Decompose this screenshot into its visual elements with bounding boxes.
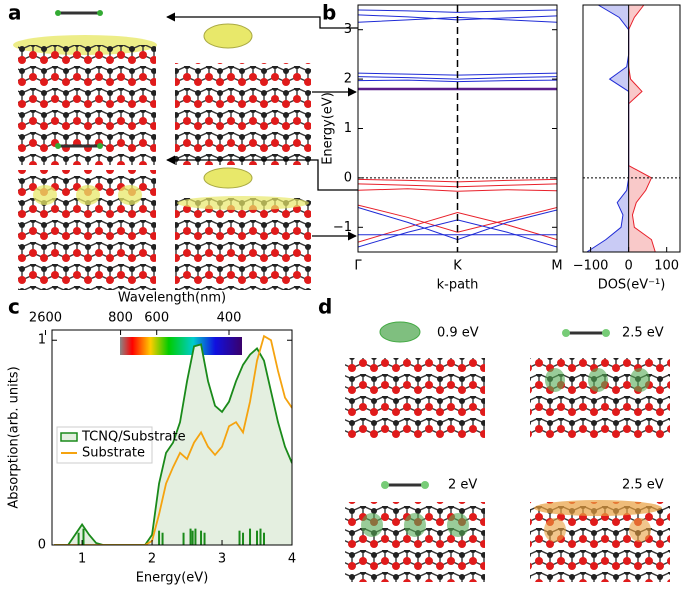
x2-tick-label: 800 <box>108 311 133 326</box>
frame <box>51 329 293 546</box>
x2-label: Wavelength(nm) <box>118 291 226 306</box>
y-tick-label: 1 <box>344 121 352 136</box>
y-tick-label: 3 <box>344 22 352 37</box>
y-tick-label: −1 <box>333 220 352 235</box>
area <box>54 344 292 545</box>
legend-swatch <box>60 432 78 442</box>
y-tick-label: 1 <box>38 333 46 348</box>
line <box>358 211 557 243</box>
x2-tick-label: 400 <box>217 311 242 326</box>
panel-label: b <box>322 1 336 25</box>
panel-label: d <box>318 295 332 319</box>
line <box>358 204 557 233</box>
y-label: Absorption(arb. units) <box>7 366 22 508</box>
line <box>54 334 292 545</box>
y-tick-label: 0 <box>38 538 46 553</box>
x-tick-label: Γ <box>354 259 362 274</box>
dos-area <box>586 5 629 252</box>
panel-d-structures <box>345 321 670 582</box>
x2-tick-label: 600 <box>144 311 169 326</box>
x-tick-label: 4 <box>288 552 296 567</box>
spectrum-bar <box>120 337 242 355</box>
panel-a-structures <box>13 10 311 290</box>
line <box>358 79 557 83</box>
line <box>358 9 557 13</box>
x-label: DOS(eV⁻¹) <box>598 278 666 293</box>
x-tick-label: 2 <box>148 552 156 567</box>
energy-label: 0.9 eV <box>437 326 479 341</box>
dos-area <box>628 5 656 252</box>
plot-area <box>54 334 292 545</box>
dos-line <box>628 4 656 253</box>
panel-label: a <box>8 1 22 25</box>
frame <box>582 4 681 253</box>
x2-tick-label: 2600 <box>29 311 62 326</box>
legend-label: TCNQ/Substrate <box>81 430 186 445</box>
x-label: Energy(eV) <box>136 571 209 586</box>
line <box>358 76 557 80</box>
x-tick-label: 3 <box>218 552 226 567</box>
dos-line <box>586 4 630 253</box>
x-label: k-path <box>437 278 479 293</box>
line <box>54 343 292 545</box>
y-tick-label: 0 <box>344 170 352 185</box>
line <box>358 188 557 192</box>
y-tick-label: 2 <box>344 72 352 87</box>
x-tick-label: K <box>453 259 462 274</box>
x-tick-label: 0 <box>625 259 633 274</box>
energy-label: 2.5 eV <box>622 326 664 341</box>
x-tick-label: M <box>551 259 562 274</box>
x-tick-label: 1 <box>78 552 86 567</box>
x-tick-label: 100 <box>654 259 679 274</box>
y-label: Energy(eV) <box>321 92 336 165</box>
energy-label: 2.5 eV <box>622 478 664 493</box>
energy-label: 2 eV <box>448 478 477 493</box>
legend-label: Substrate <box>82 446 145 461</box>
arrows <box>166 12 358 241</box>
x-tick-label: −100 <box>573 259 609 274</box>
panel-label: c <box>8 295 20 319</box>
